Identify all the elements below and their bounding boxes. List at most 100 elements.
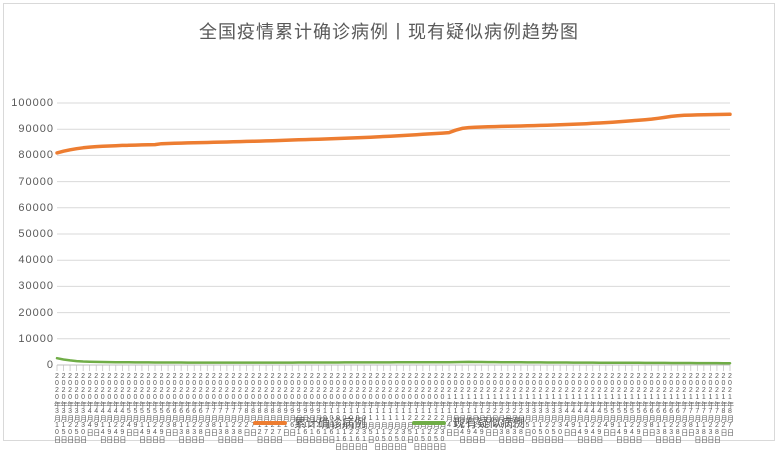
x-axis-label: 2020年10月21日	[347, 373, 355, 450]
x-axis-label: 2021年6月3日	[641, 373, 649, 436]
x-axis-label: 2020年11月25日	[393, 373, 401, 450]
y-axis-label: 100000	[11, 97, 54, 109]
x-axis-label: 2020年11月10日	[373, 373, 381, 450]
x-axis-label: 2021年5月9日	[608, 373, 616, 436]
x-axis-label: 2021年3月30日	[556, 373, 564, 443]
y-axis-label: 90000	[18, 123, 54, 136]
x-axis-label: 2020年3月15日	[60, 373, 68, 443]
y-axis-label: 0	[46, 359, 54, 371]
x-axis-label: 2021年7月3日	[680, 373, 688, 436]
x-axis-label: 2021年5月24日	[628, 373, 636, 443]
x-axis-label: 2020年4月19日	[105, 373, 113, 443]
x-axis-label: 2021年3月5日	[523, 373, 531, 436]
x-axis-label: 2020年7月13日	[216, 373, 224, 443]
x-axis-label: 2021年4月24日	[589, 373, 597, 443]
x-axis-label: 2021年1月9日	[452, 373, 460, 436]
legend-item-suspected[interactable]: 现有疑似病例	[412, 414, 525, 431]
suspected-line-swatch-icon	[412, 420, 446, 425]
x-axis-label: 2021年2月23日	[510, 373, 518, 443]
x-axis-label: 2020年12月30日	[439, 373, 446, 450]
x-axis-label: 2021年7月28日	[713, 373, 721, 443]
x-axis-label: 2020年3月25日	[73, 373, 81, 443]
x-axis-label: 2020年12月15日	[419, 373, 427, 450]
x-axis-label: 2020年11月15日	[380, 373, 388, 450]
x-axis-label: 2020年8月12日	[256, 373, 264, 443]
x-axis-label: 2020年5月19日	[144, 373, 152, 443]
x-axis-label: 2020年9月6日	[288, 373, 296, 436]
x-axis-label: 2020年5月14日	[138, 373, 146, 443]
x-axis-label: 2021年7月23日	[706, 373, 714, 443]
x-axis-label: 2021年2月8日	[491, 373, 499, 436]
x-axis-label: 2020年7月28日	[236, 373, 244, 443]
x-axis-label: 2020年10月1日	[321, 373, 329, 443]
x-axis-label: 2021年1月19日	[465, 373, 473, 443]
x-axis-label: 2021年4月29日	[595, 373, 603, 443]
y-axis-label: 10000	[18, 332, 54, 345]
x-axis-label: 2020年3月30日	[79, 373, 87, 443]
chart-title: 全国疫情累计确诊病例丨现有疑似病例趋势图	[199, 22, 579, 42]
x-axis-label: 2021年3月20日	[543, 373, 551, 443]
x-axis-label: 2021年7月8日	[687, 373, 695, 436]
x-axis-label: 2021年6月13日	[654, 373, 662, 443]
x-axis-label: 2021年5月4日	[602, 373, 610, 436]
x-axis-label: 2020年12月5日	[406, 373, 414, 443]
x-axis-label: 2020年5月24日	[151, 373, 159, 443]
x-axis-label: 2021年4月19日	[582, 373, 590, 443]
x-axis-label: 2021年3月25日	[550, 373, 558, 443]
x-axis-label: 2021年3月10日	[530, 373, 538, 443]
x-axis-label: 2020年6月28日	[197, 373, 205, 443]
x-axis-label: 2021年5月29日	[635, 373, 643, 443]
x-axis-label: 2020年4月24日	[112, 373, 120, 443]
y-axis-label: 40000	[18, 254, 54, 267]
legend-item-confirmed[interactable]: 累计确诊病例	[252, 414, 366, 431]
x-axis-label: 2020年8月17日	[262, 373, 270, 443]
x-axis-label: 2021年1月29日	[478, 373, 486, 443]
confirmed-line-swatch-icon	[252, 420, 287, 425]
x-axis-label: 2021年1月14日	[458, 373, 466, 443]
x-axis-label: 2021年4月9日	[569, 373, 577, 436]
x-axis-label: 2020年6月8日	[171, 373, 179, 436]
x-axis-label: 2020年4月9日	[92, 373, 100, 436]
x-axis-label: 2021年7月18日	[700, 373, 708, 443]
y-axis-label: 20000	[18, 306, 54, 319]
x-axis-label: 2020年10月26日	[354, 373, 362, 450]
x-axis-label: 2020年5月9日	[131, 373, 139, 436]
x-axis-label: 2020年8月22日	[269, 373, 277, 443]
x-axis-label: 2020年10月6日	[327, 373, 335, 443]
x-axis-label: 2020年3月10日	[53, 373, 61, 443]
x-axis-label: 2020年9月26日	[314, 373, 322, 443]
legend: 累计确诊病例 现有疑似病例	[252, 414, 525, 431]
x-axis-label: 2020年11月20日	[386, 373, 394, 450]
x-axis-label: 2020年7月8日	[210, 373, 218, 436]
x-axis-label: 2021年2月3日	[484, 373, 492, 436]
x-axis-label: 2021年3月15日	[537, 373, 544, 443]
x-axis-label: 2020年4月4日	[86, 373, 94, 436]
x-axis-label: 2020年5月29日	[158, 373, 166, 443]
x-axis-label: 2020年6月23日	[190, 373, 198, 443]
x-axis-label: 2020年11月5日	[367, 373, 375, 443]
x-axis-label: 2020年11月30日	[399, 373, 407, 450]
y-axis-label: 60000	[18, 201, 54, 214]
x-axis-label: 2020年6月3日	[164, 373, 172, 436]
y-axis-label: 30000	[18, 280, 54, 293]
x-axis-label: 2021年4月4日	[563, 373, 571, 436]
x-axis-label: 2021年2月13日	[497, 373, 505, 443]
x-axis-label: 2020年10月11日	[334, 373, 342, 450]
x-axis-label: 2020年10月16日	[340, 373, 348, 450]
x-axis-label: 2020年9月1日	[282, 373, 290, 436]
x-axis-label: 2021年1月4日	[445, 373, 453, 436]
x-axis-label: 2020年5月4日	[125, 373, 133, 436]
x-axis-label: 2021年5月19日	[621, 373, 629, 443]
x-axis-label: 2020年8月27日	[275, 373, 283, 443]
x-axis-label: 2021年6月23日	[667, 373, 675, 443]
y-axis-label: 80000	[18, 149, 54, 162]
x-axis-label: 2021年1月24日	[471, 373, 479, 443]
x-axis-label: 2020年10月31日	[360, 373, 368, 450]
legend-label-suspected: 现有疑似病例	[453, 416, 526, 430]
x-axis-label: 2020年9月21日	[308, 373, 316, 443]
x-axis-label: 2020年6月18日	[184, 373, 192, 443]
x-axis-label: 2020年7月3日	[203, 373, 211, 436]
x-axis-label: 2020年8月7日	[249, 373, 257, 436]
x-axis-label: 2021年8月7日	[726, 373, 734, 436]
x-axis-label: 2021年6月28日	[674, 373, 682, 443]
